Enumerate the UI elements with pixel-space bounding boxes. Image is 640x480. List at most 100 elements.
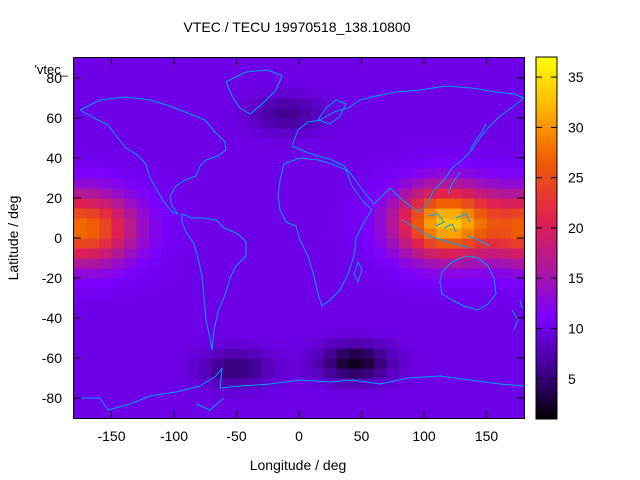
heat-cell bbox=[311, 178, 325, 189]
x-tick-label: -50 bbox=[226, 428, 246, 444]
heat-cell bbox=[211, 348, 225, 359]
heat-cell bbox=[436, 88, 450, 99]
heat-cell bbox=[236, 248, 250, 259]
heat-cell bbox=[111, 218, 125, 229]
heat-cell bbox=[461, 208, 475, 219]
coast-south-america bbox=[181, 213, 247, 351]
heat-cell bbox=[286, 218, 300, 229]
heat-cell bbox=[249, 248, 263, 259]
heat-cell bbox=[149, 278, 163, 289]
heat-cell bbox=[399, 68, 413, 79]
heat-cell bbox=[111, 298, 125, 309]
heat-cell bbox=[486, 358, 500, 369]
heat-cell bbox=[111, 368, 125, 379]
heat-cell bbox=[199, 88, 213, 99]
heat-cell bbox=[274, 208, 288, 219]
heat-cell bbox=[174, 228, 188, 239]
heat-cell bbox=[511, 308, 525, 319]
heat-cell bbox=[361, 218, 375, 229]
heat-cell bbox=[86, 58, 100, 69]
heat-cell bbox=[299, 188, 313, 199]
heat-cell bbox=[474, 148, 488, 159]
heat-cell bbox=[161, 408, 175, 419]
heat-cell bbox=[461, 58, 475, 69]
heat-cell bbox=[324, 378, 338, 389]
heat-cell bbox=[211, 288, 225, 299]
heat-cell bbox=[236, 258, 250, 269]
heat-cell bbox=[224, 398, 238, 409]
heat-cell bbox=[249, 348, 263, 359]
heat-cell bbox=[286, 338, 300, 349]
heat-cell bbox=[224, 258, 238, 269]
heat-cell bbox=[436, 58, 450, 69]
heat-cell bbox=[386, 308, 400, 319]
heat-cell bbox=[461, 218, 475, 229]
heat-cell bbox=[311, 338, 325, 349]
heat-cell bbox=[374, 188, 388, 199]
heat-cell bbox=[299, 58, 313, 69]
heat-cell bbox=[299, 338, 313, 349]
heat-cell bbox=[224, 388, 238, 399]
heat-cell bbox=[499, 308, 513, 319]
heat-cell bbox=[349, 358, 363, 369]
heat-cell bbox=[349, 308, 363, 319]
heat-cell bbox=[311, 268, 325, 279]
heat-cell bbox=[249, 258, 263, 269]
heat-cell bbox=[224, 248, 238, 259]
heat-cell bbox=[411, 318, 425, 329]
heat-cell bbox=[311, 348, 325, 359]
heat-cell bbox=[486, 338, 500, 349]
heat-cell bbox=[124, 58, 138, 69]
heat-cell bbox=[399, 308, 413, 319]
heat-cell bbox=[99, 138, 113, 149]
heat-cell bbox=[99, 268, 113, 279]
heat-cell bbox=[174, 158, 188, 169]
heat-cell bbox=[449, 218, 463, 229]
heat-cell bbox=[236, 278, 250, 289]
heat-cell bbox=[111, 118, 125, 129]
heat-cell bbox=[324, 58, 338, 69]
heat-cell bbox=[161, 248, 175, 259]
heat-cell bbox=[99, 328, 113, 339]
coast-greenland bbox=[225, 69, 283, 115]
heat-cell bbox=[349, 368, 363, 379]
heat-cell bbox=[311, 158, 325, 169]
heat-cell bbox=[224, 98, 238, 109]
heat-cell bbox=[286, 388, 300, 399]
heat-cell bbox=[74, 298, 88, 309]
heat-cell bbox=[136, 88, 150, 99]
heat-cell bbox=[461, 178, 475, 189]
heat-cell bbox=[474, 138, 488, 149]
heat-cell bbox=[224, 108, 238, 119]
heat-cell bbox=[336, 148, 350, 159]
heat-cell bbox=[161, 258, 175, 269]
heat-cell bbox=[436, 378, 450, 389]
heat-cell bbox=[136, 378, 150, 389]
heat-cell bbox=[111, 138, 125, 149]
heat-cell bbox=[261, 318, 275, 329]
heat-cell bbox=[261, 298, 275, 309]
heat-cell bbox=[511, 258, 525, 269]
heat-cell bbox=[99, 358, 113, 369]
heat-cell bbox=[386, 228, 400, 239]
heat-cell bbox=[224, 348, 238, 359]
heat-cell bbox=[186, 358, 200, 369]
heat-cell bbox=[86, 238, 100, 249]
heat-cell bbox=[361, 388, 375, 399]
heat-cell bbox=[361, 228, 375, 239]
heat-cell bbox=[511, 58, 525, 69]
heat-cell bbox=[499, 348, 513, 359]
heat-cell bbox=[311, 298, 325, 309]
heat-cell bbox=[399, 328, 413, 339]
heat-cell bbox=[374, 378, 388, 389]
heat-cell bbox=[386, 138, 400, 149]
heat-cell bbox=[111, 148, 125, 159]
heat-cell bbox=[74, 368, 88, 379]
heat-cell bbox=[186, 378, 200, 389]
heat-cell bbox=[486, 78, 500, 89]
heat-cell bbox=[74, 328, 88, 339]
heat-cell bbox=[436, 148, 450, 159]
heat-cell bbox=[324, 198, 338, 209]
heat-cell bbox=[249, 218, 263, 229]
heat-cell bbox=[236, 228, 250, 239]
